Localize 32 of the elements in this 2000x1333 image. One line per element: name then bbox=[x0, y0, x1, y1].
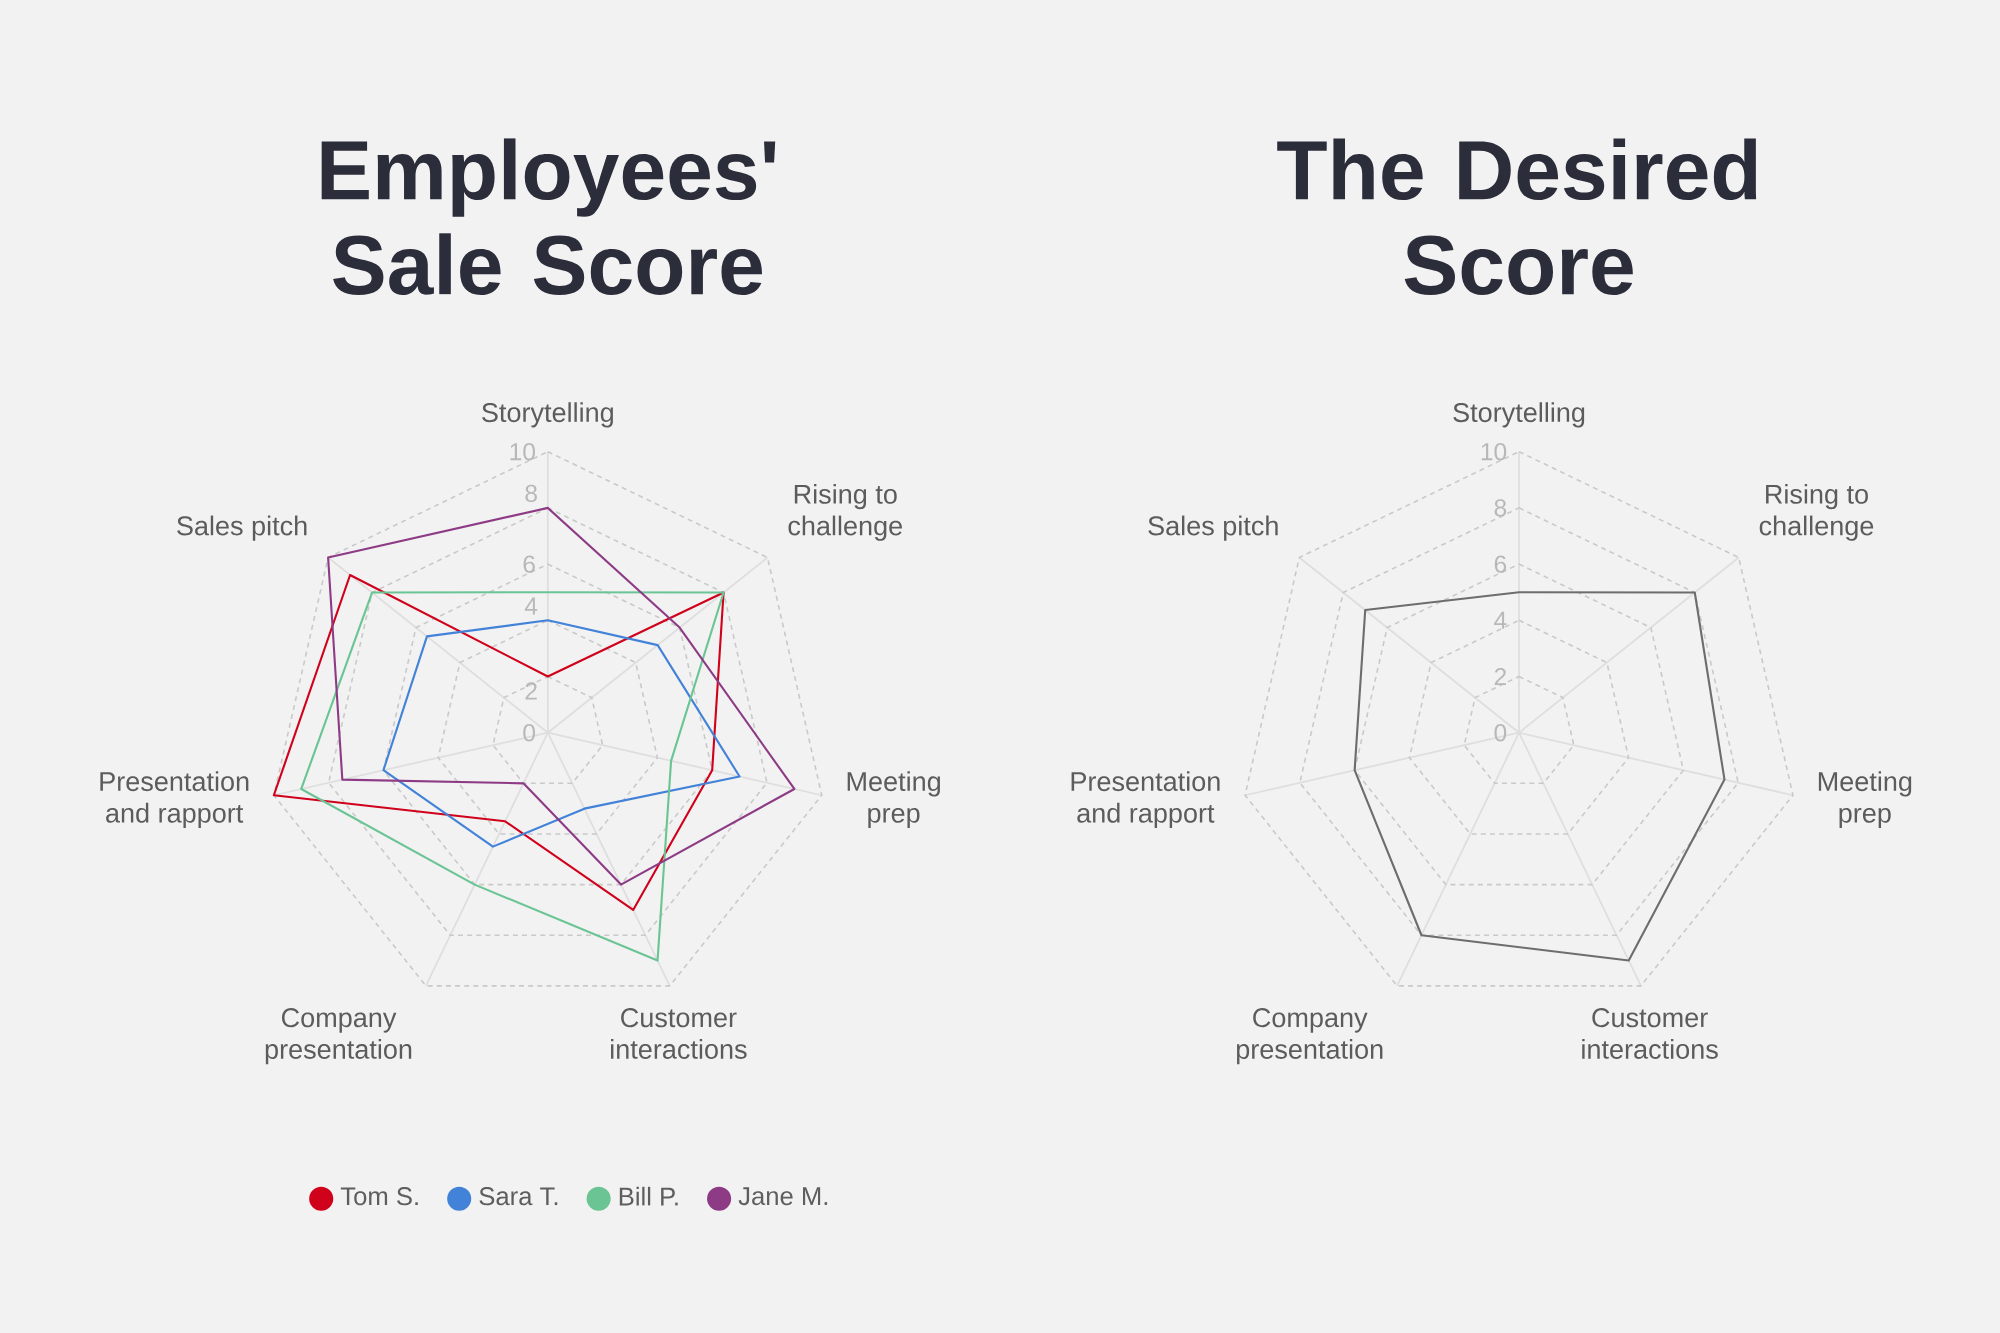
y-tick-label: 8 bbox=[1494, 499, 1507, 517]
spoke-label: Customer interactions bbox=[1582, 1008, 1718, 1059]
chart-title: Employees' Sale Score bbox=[321, 138, 776, 295]
y-tick-label: 6 bbox=[1494, 555, 1507, 573]
spoke-label: Company presentation bbox=[1237, 1008, 1383, 1065]
spoke-label: Rising to challenge bbox=[788, 483, 902, 541]
y-tick-label: 2 bbox=[525, 682, 537, 700]
y-tick-label: 4 bbox=[1494, 611, 1507, 629]
spoke-label: Storytelling bbox=[482, 402, 613, 428]
y-tick-label: 0 bbox=[1494, 724, 1507, 742]
spoke-label: Sales pitch bbox=[177, 515, 307, 541]
y-tick-label: 10 bbox=[510, 443, 536, 461]
y-tick-label: 4 bbox=[524, 597, 538, 615]
y-tick-label: 0 bbox=[523, 724, 536, 742]
y-tick-label: 6 bbox=[523, 555, 535, 573]
y-tick-label: 8 bbox=[525, 484, 537, 503]
spoke-label: Company presentation bbox=[265, 1008, 412, 1065]
spoke-label: Meeting prep bbox=[847, 771, 940, 829]
legend-label: Jane M. bbox=[738, 1187, 828, 1206]
spoke-label: Customer interactions bbox=[611, 1008, 747, 1059]
spoke-label: Rising to challenge bbox=[1759, 483, 1874, 541]
spoke-label: Storytelling bbox=[1453, 402, 1585, 428]
legend-label: Tom S. bbox=[340, 1187, 418, 1206]
y-tick-label: 10 bbox=[1481, 443, 1507, 461]
legend-label: Sara T. bbox=[479, 1187, 558, 1206]
spoke-label: Presentation and rapport bbox=[1071, 771, 1220, 829]
spoke-label: Presentation and rapport bbox=[100, 771, 249, 829]
chart-title: The Desired Score bbox=[1277, 138, 1757, 295]
spoke-label: Sales pitch bbox=[1148, 515, 1278, 541]
legend-label: Bill P. bbox=[619, 1186, 678, 1206]
y-tick-label: 2 bbox=[1494, 667, 1506, 686]
spoke-label: Meeting prep bbox=[1818, 771, 1912, 829]
